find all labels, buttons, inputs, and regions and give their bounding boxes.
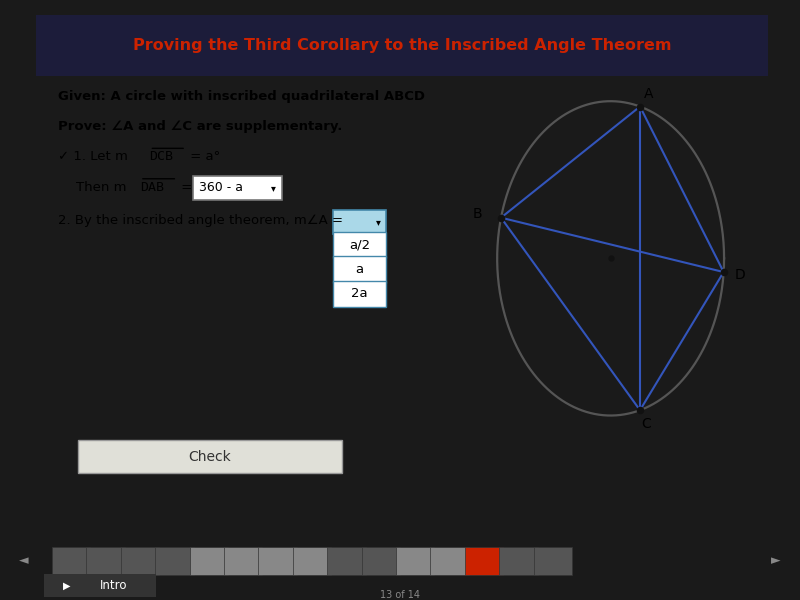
FancyBboxPatch shape [465,547,503,575]
FancyBboxPatch shape [499,547,538,575]
FancyBboxPatch shape [155,547,194,575]
Text: ▶: ▶ [62,581,70,590]
Text: Proving the Third Corollary to the Inscribed Angle Theorem: Proving the Third Corollary to the Inscr… [133,38,671,53]
Text: Then m: Then m [76,181,126,194]
Text: ►: ► [771,554,781,568]
Text: A: A [644,87,654,101]
Text: a: a [355,263,364,276]
FancyBboxPatch shape [362,547,400,575]
FancyBboxPatch shape [190,547,228,575]
Text: Check: Check [189,449,231,464]
FancyBboxPatch shape [333,232,386,259]
Text: Prove: ∠A and ∠C are supplementary.: Prove: ∠A and ∠C are supplementary. [58,120,342,133]
Text: Intro: Intro [100,579,127,592]
Text: 13 of 14: 13 of 14 [380,590,420,599]
Text: Given: A circle with inscribed quadrilateral ABCD: Given: A circle with inscribed quadrilat… [58,89,425,103]
FancyBboxPatch shape [534,547,572,575]
FancyBboxPatch shape [224,547,262,575]
Text: 2. By the inscribed angle theorem, m∠A =: 2. By the inscribed angle theorem, m∠A = [58,214,347,227]
Text: DCB: DCB [150,151,174,163]
FancyBboxPatch shape [38,573,162,598]
FancyBboxPatch shape [194,176,282,200]
FancyBboxPatch shape [333,210,386,234]
Text: = a°: = a° [186,151,220,163]
FancyBboxPatch shape [78,440,342,473]
Text: DAB: DAB [140,181,164,194]
Text: 2a: 2a [351,287,368,301]
FancyBboxPatch shape [52,547,90,575]
Text: =: = [178,181,197,194]
Text: B: B [473,206,482,221]
FancyBboxPatch shape [327,547,366,575]
Text: C: C [641,418,650,431]
FancyBboxPatch shape [333,256,386,283]
FancyBboxPatch shape [333,281,386,307]
FancyBboxPatch shape [396,547,434,575]
FancyBboxPatch shape [430,547,469,575]
Text: ▾: ▾ [271,183,276,193]
Text: ◄: ◄ [19,554,29,568]
Text: D: D [734,268,745,281]
Text: ▾: ▾ [376,217,381,227]
Text: 360 - a: 360 - a [199,181,243,194]
FancyBboxPatch shape [121,547,159,575]
Text: ✓ 1. Let m: ✓ 1. Let m [58,151,128,163]
Text: a/2: a/2 [349,239,370,251]
FancyBboxPatch shape [86,547,125,575]
FancyBboxPatch shape [258,547,297,575]
FancyBboxPatch shape [293,547,331,575]
FancyBboxPatch shape [36,15,768,76]
